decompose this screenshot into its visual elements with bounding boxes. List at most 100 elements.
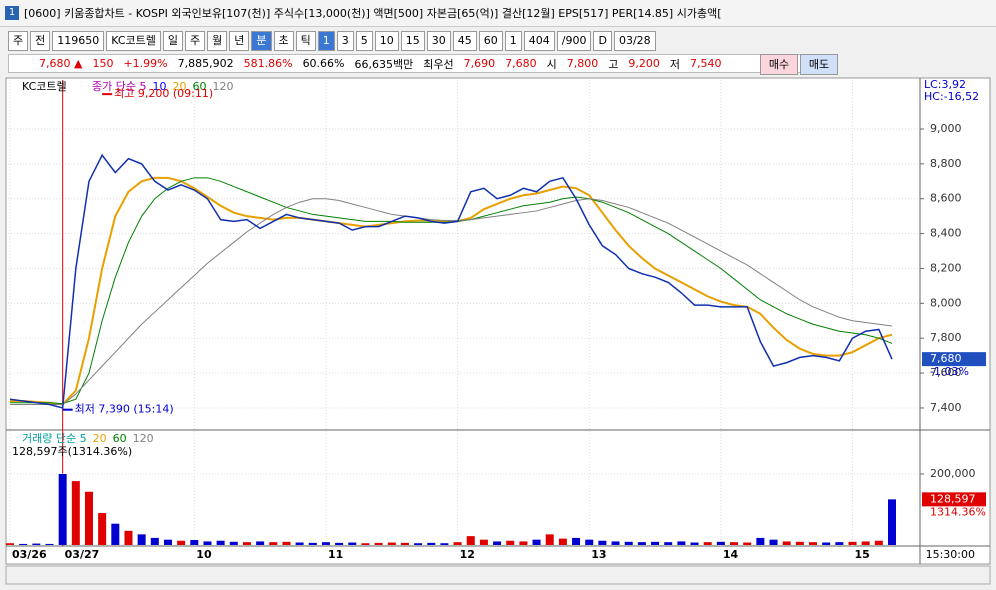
toolbar-item[interactable]: 주 [8, 31, 29, 51]
volume-bar [637, 542, 646, 545]
toolbar-item[interactable]: 3 [336, 31, 354, 51]
toolbar-item[interactable]: 전 [30, 31, 51, 51]
volume-bar [71, 481, 80, 545]
volume-bar [756, 537, 765, 545]
time-label: 15:30:00 [926, 548, 975, 561]
x-tick-label: 15 [855, 548, 870, 561]
volume-bar [374, 542, 383, 545]
volume-bar [664, 542, 673, 545]
volume-bar [242, 542, 251, 545]
toolbar-item[interactable]: 분 [251, 31, 272, 51]
volume-legend-item: 거래량 단순 5 [22, 432, 87, 445]
toolbar-item[interactable]: 일 [162, 31, 184, 51]
info-item: +1.99% [123, 57, 168, 70]
volume-bar [229, 541, 238, 545]
volume-bar [348, 542, 357, 545]
volume-bar [335, 542, 344, 545]
volume-bar [703, 542, 712, 545]
current-price-label: 7,680 [930, 352, 962, 365]
volume-bar [32, 543, 41, 545]
volume-bar [256, 541, 265, 545]
scrollbar[interactable] [5, 565, 991, 585]
toolbar-item[interactable]: 주 [185, 31, 206, 51]
toolbar-item[interactable]: 월 [207, 31, 228, 51]
volume-bar [782, 541, 791, 545]
y-tick-label: 7,600 [930, 366, 962, 379]
change-label: -1.03% [930, 365, 969, 378]
info-item: 최우선 [423, 57, 454, 71]
volume-bar [730, 542, 739, 545]
info-item: 7,690 [463, 57, 496, 70]
annotation: 최고 9,200 (09:11) [114, 87, 213, 100]
toolbar-item[interactable]: D [593, 31, 612, 51]
y-tick-label: 8,400 [930, 227, 962, 240]
toolbar-item[interactable]: 초 [273, 31, 294, 51]
volume-bar [453, 542, 462, 545]
info-item: 7,680 ▲ [39, 57, 83, 70]
toolbar-item[interactable]: 45 [452, 31, 477, 51]
buy-button[interactable]: 매수 [760, 54, 798, 75]
legend-item: 20 [172, 80, 186, 93]
info-item: 고 [608, 57, 619, 71]
y-tick-label: 8,800 [930, 157, 962, 170]
toolbar-item[interactable]: 30 [426, 31, 451, 51]
volume-bar [651, 541, 660, 545]
volume-bar [795, 541, 804, 545]
volume-bar [835, 542, 844, 545]
toolbar-item[interactable]: 60 [478, 31, 503, 51]
volume-bar [361, 543, 370, 545]
volume-legend-item: 20 [93, 432, 107, 445]
toolbar-item[interactable]: /900 [556, 31, 592, 51]
legend-name: KC코트렐 [22, 80, 67, 93]
toolbar-item[interactable]: KC코트렐 [106, 31, 161, 51]
toolbar-item[interactable]: 틱 [295, 31, 316, 51]
sell-button[interactable]: 매도 [800, 54, 838, 75]
toolbar-item[interactable]: 119650 [52, 31, 105, 51]
window-title: [0600] 키움종합차트 - KOSPI 외국인보유[107(천)] 주식수[… [24, 7, 722, 20]
legend-item: 종가 단순 5 [92, 80, 146, 93]
volume-bar [321, 542, 330, 545]
y-tick-label: 7,800 [930, 331, 962, 344]
info-item: 7,800 [566, 57, 599, 70]
info-item: 시 [546, 57, 557, 71]
toolbar-item[interactable]: 5 [355, 31, 373, 51]
volume-bar [84, 491, 93, 545]
toolbar: 주 전 119650 KC코트렐 일 주 월 년 분 초 틱 1 3 5 10 15 30 45 60 1 404/90… [8, 31, 656, 51]
volume-bar [6, 543, 14, 545]
y-tick-label: 8,200 [930, 261, 962, 274]
toolbar-item[interactable]: 10 [374, 31, 399, 51]
legend-item: 120 [212, 80, 233, 93]
volume-bar [269, 542, 278, 545]
moving-average-line [10, 198, 893, 405]
y-tick-label: 8,000 [930, 296, 962, 309]
toolbar-item[interactable]: 년 [229, 31, 250, 51]
price-line [9, 153, 893, 409]
current-volume-label: 128,597 [930, 492, 976, 505]
axis-note: HC:-16,52 [924, 90, 979, 103]
toolbar-item[interactable]: 404 [523, 31, 555, 51]
info-item: 66,635백만 [354, 57, 414, 71]
volume-bar [532, 539, 541, 545]
volume-bar [677, 541, 686, 545]
volume-bar [545, 534, 554, 545]
volume-bar [58, 473, 67, 545]
current-price-box [922, 352, 986, 367]
volume-bar [177, 540, 186, 545]
volume-bar [506, 540, 515, 545]
volume-bar [19, 543, 28, 545]
info-item: 150 [92, 57, 114, 70]
toolbar-item[interactable]: 1 [504, 31, 522, 51]
toolbar-item[interactable]: 15 [400, 31, 425, 51]
volume-ratio-label: 1314.36% [930, 505, 986, 518]
toolbar-item[interactable]: 1 [317, 31, 335, 51]
x-tick-label: 12 [460, 548, 475, 561]
axis-note: LC:3,92 [924, 78, 966, 91]
y-tick-label: 200,000 [930, 467, 976, 480]
volume-bar [558, 538, 567, 545]
volume-bar [716, 541, 725, 545]
annotation: 최저 7,390 (15:14) [75, 403, 174, 416]
volume-bar [111, 523, 120, 545]
toolbar-item[interactable]: 03/28 [613, 31, 656, 51]
legend-item: 60 [192, 80, 206, 93]
volume-bar [124, 530, 133, 545]
